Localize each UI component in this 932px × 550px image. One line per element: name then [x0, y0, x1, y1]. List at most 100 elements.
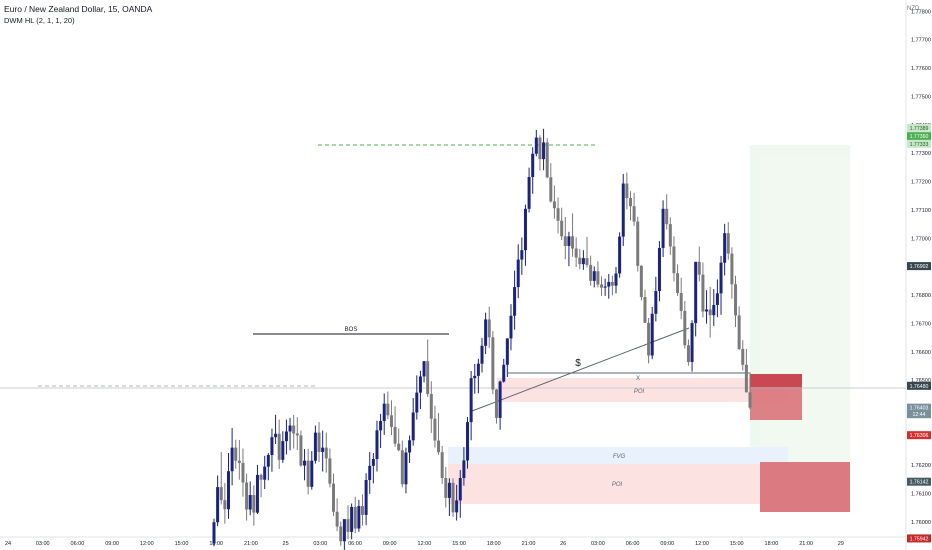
candle-body[interactable]	[252, 495, 256, 513]
candle-body[interactable]	[277, 433, 281, 460]
candle-body[interactable]	[263, 466, 267, 480]
candle-body[interactable]	[429, 394, 433, 419]
candle-body[interactable]	[523, 208, 527, 251]
candle-body[interactable]	[719, 262, 723, 294]
candle-body[interactable]	[306, 460, 310, 487]
candle-body[interactable]	[342, 519, 346, 542]
candle-body[interactable]	[712, 304, 716, 316]
candle-body[interactable]	[353, 506, 357, 529]
candle-body[interactable]	[723, 233, 727, 263]
candle-body[interactable]	[422, 361, 426, 377]
candle-body[interactable]	[654, 291, 658, 314]
candle-body[interactable]	[364, 479, 368, 515]
candle-body[interactable]	[357, 506, 361, 529]
candle-body[interactable]	[563, 236, 567, 246]
candle-body[interactable]	[610, 281, 614, 286]
candle-body[interactable]	[513, 287, 517, 316]
candle-body[interactable]	[324, 447, 328, 459]
candle-body[interactable]	[600, 284, 604, 288]
candle-body[interactable]	[437, 440, 441, 453]
candle-body[interactable]	[389, 415, 393, 427]
candle-body[interactable]	[614, 273, 618, 286]
candle-body[interactable]	[447, 482, 451, 498]
candle-body[interactable]	[216, 487, 220, 523]
candle-body[interactable]	[618, 236, 622, 274]
candle-body[interactable]	[534, 137, 538, 154]
candle-body[interactable]	[484, 319, 488, 346]
candle-body[interactable]	[690, 323, 694, 362]
candle-body[interactable]	[552, 201, 556, 209]
candle-body[interactable]	[589, 264, 593, 281]
candle-body[interactable]	[596, 271, 600, 285]
candle-body[interactable]	[346, 519, 350, 532]
candle-body[interactable]	[433, 418, 437, 441]
candle-body[interactable]	[245, 482, 249, 510]
candle-body[interactable]	[219, 487, 223, 501]
candle-body[interactable]	[368, 465, 372, 480]
candle-body[interactable]	[350, 506, 354, 532]
candle-body[interactable]	[270, 437, 274, 456]
candle-body[interactable]	[592, 271, 596, 281]
fvg-zone[interactable]	[448, 447, 788, 464]
candle-body[interactable]	[668, 224, 672, 247]
candle-body[interactable]	[317, 432, 321, 452]
candle-body[interactable]	[676, 273, 680, 294]
candle-body[interactable]	[292, 425, 296, 434]
poi-upper-zone[interactable]	[497, 378, 789, 402]
candle-body[interactable]	[284, 431, 288, 442]
candle-body[interactable]	[234, 447, 238, 461]
candle-body[interactable]	[708, 309, 712, 316]
candle-body[interactable]	[404, 452, 408, 485]
candle-body[interactable]	[701, 274, 705, 312]
candle-body[interactable]	[226, 471, 230, 510]
candle-body[interactable]	[223, 500, 227, 510]
candle-body[interactable]	[458, 478, 462, 501]
candle-body[interactable]	[628, 198, 632, 207]
candle-body[interactable]	[683, 310, 687, 346]
candle-body[interactable]	[556, 208, 560, 221]
candle-body[interactable]	[625, 183, 629, 199]
candle-body[interactable]	[469, 378, 473, 423]
poi-lower-zone[interactable]	[448, 464, 788, 504]
candle-body[interactable]	[266, 455, 270, 467]
candle-body[interactable]	[332, 483, 336, 512]
candle-body[interactable]	[574, 248, 578, 258]
candle-body[interactable]	[360, 506, 364, 515]
candle-body[interactable]	[647, 322, 651, 356]
candle-body[interactable]	[274, 433, 278, 438]
candle-body[interactable]	[502, 364, 506, 382]
candle-body[interactable]	[397, 443, 401, 451]
candle-body[interactable]	[321, 447, 325, 452]
candle-body[interactable]	[643, 297, 647, 323]
candle-body[interactable]	[299, 435, 303, 466]
candle-body[interactable]	[259, 474, 263, 480]
candle-body[interactable]	[444, 478, 448, 498]
candle-body[interactable]	[375, 430, 379, 460]
candle-body[interactable]	[560, 220, 564, 237]
candle-body[interactable]	[639, 265, 643, 298]
candle-body[interactable]	[455, 500, 459, 513]
candle-body[interactable]	[237, 460, 241, 463]
candle-body[interactable]	[393, 426, 397, 444]
candle-body[interactable]	[581, 258, 585, 265]
candle-body[interactable]	[527, 177, 531, 209]
candle-body[interactable]	[382, 403, 386, 421]
candle-body[interactable]	[313, 432, 317, 461]
candle-body[interactable]	[335, 511, 339, 527]
candle-body[interactable]	[371, 459, 375, 466]
candle-body[interactable]	[415, 392, 419, 413]
candle-body[interactable]	[480, 345, 484, 364]
candle-body[interactable]	[476, 363, 480, 376]
candle-body[interactable]	[230, 447, 234, 472]
candle-body[interactable]	[288, 425, 292, 432]
candle-body[interactable]	[462, 460, 466, 479]
candle-body[interactable]	[715, 293, 719, 305]
candle-body[interactable]	[661, 208, 665, 248]
candle-body[interactable]	[737, 315, 741, 349]
candle-body[interactable]	[726, 233, 730, 254]
candle-body[interactable]	[730, 253, 734, 285]
candle-body[interactable]	[657, 247, 661, 292]
candle-body[interactable]	[545, 142, 549, 178]
candle-body[interactable]	[426, 361, 430, 395]
